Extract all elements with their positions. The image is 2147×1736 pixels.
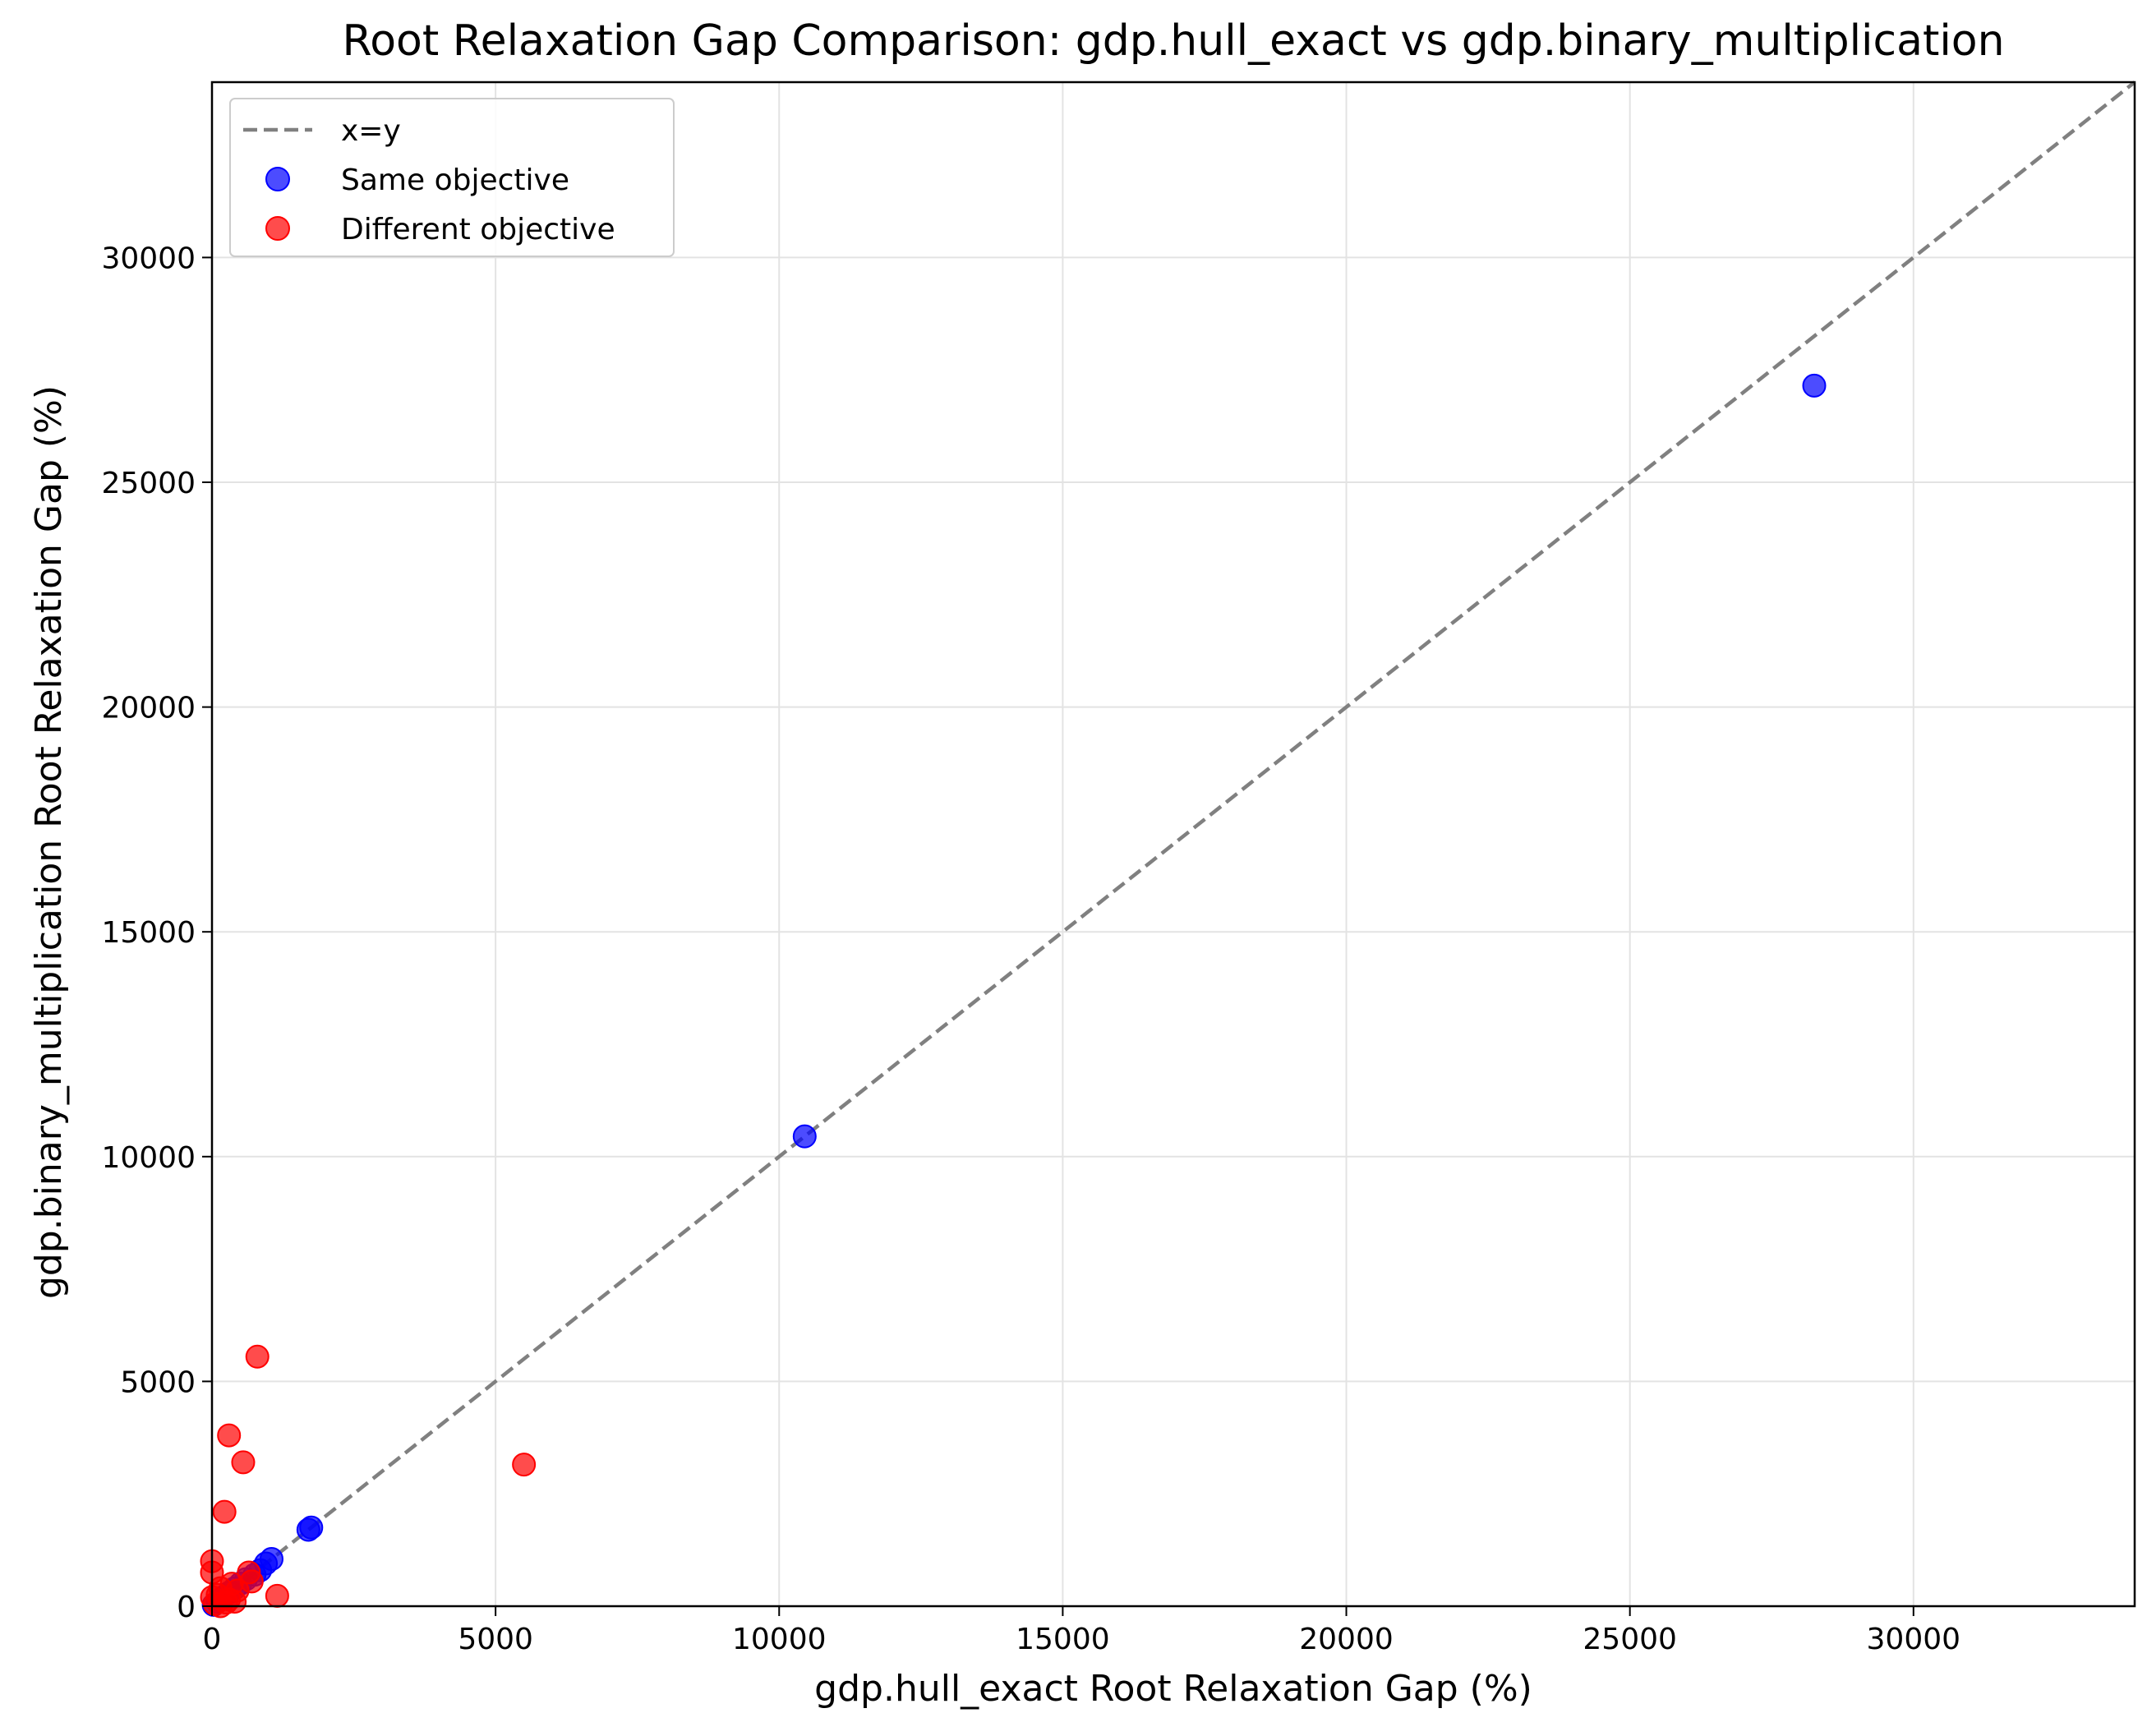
x-tick-label: 25000 — [1583, 1623, 1677, 1656]
point-different-objective — [265, 1583, 289, 1608]
x-tick-label: 0 — [203, 1623, 222, 1656]
y-tick-label: 15000 — [101, 916, 196, 950]
y-tick-label: 20000 — [101, 692, 196, 725]
data-points — [200, 373, 1827, 1619]
point-different-objective — [231, 1450, 256, 1475]
x-tick-label: 20000 — [1299, 1623, 1394, 1656]
legend-label-reference: x=y — [341, 114, 401, 148]
legend-marker-same-objective — [265, 167, 290, 191]
legend-box — [229, 98, 675, 257]
reference-line-layer — [210, 81, 2136, 1608]
x-tick-label: 10000 — [732, 1623, 827, 1656]
point-different-objective — [217, 1423, 242, 1448]
x-tick-label: 30000 — [1867, 1623, 1961, 1656]
point-same-objective — [296, 1517, 320, 1542]
y-tick-label: 5000 — [120, 1365, 196, 1399]
point-different-objective — [212, 1499, 237, 1524]
y-tick-label: 10000 — [101, 1141, 196, 1175]
point-different-objective — [512, 1453, 537, 1477]
reference-line-x-equals-y — [210, 81, 2136, 1608]
y-tick-label: 25000 — [101, 467, 196, 500]
x-axis-label: gdp.hull_exact Root Relaxation Gap (%) — [814, 1668, 1532, 1710]
legend-label-same-objective: Same objective — [341, 163, 569, 197]
point-different-objective — [245, 1344, 270, 1369]
plot-frame — [210, 81, 2136, 1608]
x-tick-label: 5000 — [458, 1623, 533, 1656]
legend-marker-different-objective — [265, 216, 290, 241]
y-tick-label: 30000 — [101, 242, 196, 275]
point-same-objective — [792, 1124, 817, 1149]
y-tick-label: 0 — [177, 1591, 196, 1624]
point-same-objective — [1802, 373, 1827, 398]
chart-title: Root Relaxation Gap Comparison: gdp.hull… — [342, 16, 2005, 66]
axis-ticks: 0 5000 10000 15000 20000 25000 30000 0 5000 10000… — [101, 242, 1960, 1656]
y-axis-label: gdp.binary_multiplication Root Relaxatio… — [28, 384, 70, 1300]
legend-label-different-objective: Different objective — [341, 213, 615, 246]
legend: x=y Same objective Different objective — [229, 98, 675, 257]
x-tick-label: 15000 — [1016, 1623, 1110, 1656]
